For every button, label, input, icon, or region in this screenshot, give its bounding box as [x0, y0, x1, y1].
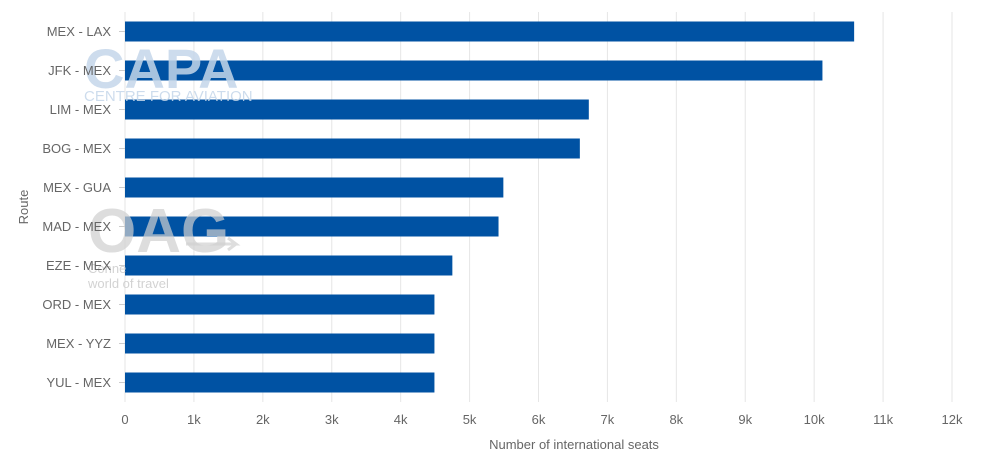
y-tick-label: MEX - LAX: [47, 24, 112, 39]
x-axis-title: Number of international seats: [489, 437, 659, 452]
y-tick-label: YUL - MEX: [46, 375, 111, 390]
oag-watermark-tagline-2: world of travel: [87, 276, 169, 291]
x-tick-label: 11k: [873, 412, 893, 427]
capa-watermark-tagline: CENTRE FOR AVIATION: [84, 88, 253, 105]
x-tick-labels: 0 1k 2k 3k 4k 5k 6k 7k 8k 9k 10k 11k 12k: [121, 412, 963, 427]
x-tick-label: 8k: [669, 412, 683, 427]
x-tick-label: 2k: [256, 412, 270, 427]
x-tick-label: 5k: [463, 412, 477, 427]
bar: [125, 60, 823, 81]
bar: [125, 177, 504, 198]
y-tick-label: LIM - MEX: [50, 102, 112, 117]
x-tick-label: 1k: [187, 412, 201, 427]
x-tick-label: 4k: [394, 412, 408, 427]
capa-watermark-logo: CAPA: [84, 37, 239, 100]
x-tick-label: 3k: [325, 412, 339, 427]
oag-watermark-logo: OAG: [88, 197, 229, 266]
bar: [125, 99, 589, 120]
x-tick-label: 10k: [804, 412, 825, 427]
y-tick-label: ORD - MEX: [42, 297, 111, 312]
x-tick-label: 6k: [532, 412, 546, 427]
x-tick-label: 7k: [601, 412, 615, 427]
y-tick-label: MAD - MEX: [42, 219, 111, 234]
watermarks: CAPA CENTRE FOR AVIATION OAG Conne world…: [84, 37, 253, 291]
y-tick-label: MEX - GUA: [43, 180, 111, 195]
y-tick-labels: MEX - LAX JFK - MEX LIM - MEX BOG - MEX MEX …: [42, 24, 125, 390]
y-tick-label: MEX - YYZ: [46, 336, 111, 351]
oag-watermark-tagline-1: Conne: [88, 261, 126, 276]
bar: [125, 216, 499, 237]
y-tick-label: BOG - MEX: [42, 141, 111, 156]
bar: [125, 372, 435, 393]
x-tick-label: 0: [121, 412, 128, 427]
x-tick-label: 9k: [738, 412, 752, 427]
plane-icon: [186, 236, 241, 252]
bar: [125, 333, 435, 354]
bar: [125, 21, 855, 42]
y-tick-label: EZE - MEX: [46, 258, 111, 273]
y-tick-label: JFK - MEX: [48, 63, 111, 78]
bar: [125, 138, 580, 159]
x-tick-label: 12k: [942, 412, 963, 427]
bar: [125, 294, 435, 315]
bar-series: [125, 21, 855, 393]
bar: [125, 255, 453, 276]
y-axis-title: Route: [16, 190, 31, 225]
